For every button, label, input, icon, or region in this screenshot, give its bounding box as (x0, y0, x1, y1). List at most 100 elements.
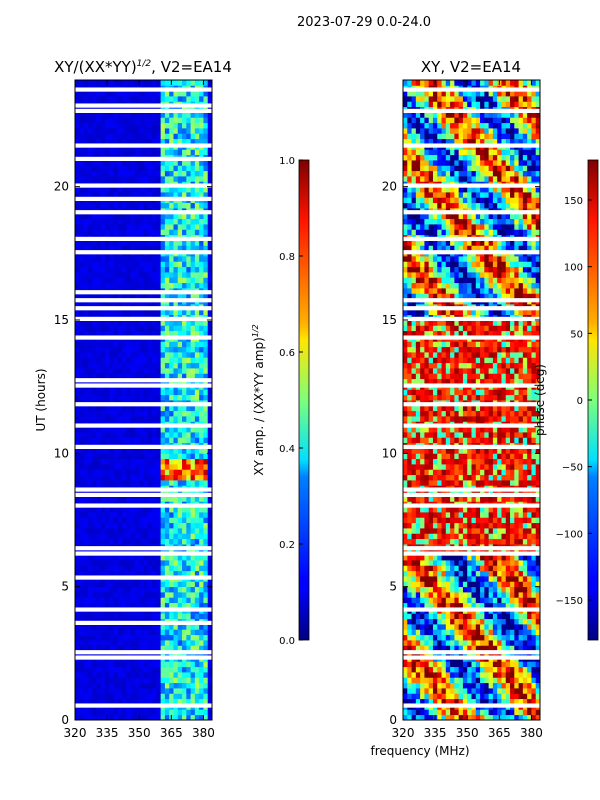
amp-cell (203, 458, 209, 465)
amp-cell (186, 320, 191, 326)
phase-cell (445, 666, 451, 673)
amp-cell (113, 426, 119, 433)
amp-cell (134, 373, 140, 380)
phase-cell (428, 581, 434, 588)
amp-cell (152, 693, 157, 700)
amp-cell (173, 592, 179, 598)
amp-cell (96, 666, 102, 673)
amp-cell (83, 570, 89, 577)
amp-cell (130, 586, 136, 593)
amp-cell (169, 282, 174, 289)
amp-cell (122, 213, 127, 220)
amp-cell (194, 128, 200, 134)
amp-cell (113, 586, 119, 593)
amp-cell (186, 138, 191, 145)
amp-cell (130, 112, 136, 118)
flagged-row (75, 183, 212, 188)
amp-cell (100, 218, 106, 225)
phase-cell (458, 645, 464, 652)
phase-cell (420, 560, 425, 566)
amp-cell (194, 352, 200, 358)
phase-cell (441, 634, 447, 641)
amp-cell (79, 661, 84, 668)
amp-cell (194, 645, 200, 652)
phase-cell (432, 709, 438, 716)
amp-cell (143, 453, 149, 460)
amp-cell (134, 437, 140, 444)
amp-cell (160, 133, 166, 140)
amp-cell (134, 613, 140, 620)
phase-cell (424, 709, 430, 716)
amp-cell (182, 160, 187, 166)
amp-cell (92, 128, 97, 134)
amp-cell (109, 709, 114, 716)
phase-cell (454, 666, 460, 673)
amp-cell (169, 138, 174, 145)
amp-cell (147, 693, 153, 700)
amp-cell (182, 698, 187, 705)
amp-cell (207, 645, 212, 652)
amp-cell (79, 410, 84, 417)
amp-cell (122, 352, 127, 358)
amp-cell (79, 160, 84, 166)
amp-cell (203, 96, 209, 102)
amp-cell (134, 117, 140, 124)
amp-cell (126, 405, 132, 412)
amp-cell (87, 128, 93, 134)
amp-cell (130, 464, 136, 470)
amp-cell (79, 602, 84, 609)
phase-cell (480, 576, 485, 582)
amp-cell (190, 352, 196, 358)
amp-cell (83, 96, 89, 102)
amp-cell (152, 330, 157, 337)
phase-cell (492, 698, 498, 705)
amp-cell (83, 330, 89, 337)
amp-cell (83, 688, 89, 694)
amp-cell (147, 533, 153, 540)
amp-cell (139, 666, 144, 673)
amp-cell (190, 213, 196, 220)
phase-cell (458, 581, 464, 588)
amp-cell (147, 80, 153, 86)
amp-cell (126, 309, 132, 316)
amp-cell (134, 528, 140, 534)
amp-cell (92, 277, 97, 284)
amp-cell (100, 672, 106, 678)
amp-cell (126, 394, 132, 401)
amp-cell (152, 149, 157, 156)
phase-cell (514, 698, 519, 705)
amp-cell (122, 416, 127, 422)
amp-cell (203, 474, 209, 481)
phase-cell (415, 565, 421, 572)
amp-cell (83, 170, 89, 177)
amp-cell (130, 229, 136, 236)
amp-cell (207, 554, 212, 561)
phase-cell (510, 677, 515, 684)
amp-cell (152, 613, 157, 620)
amp-cell (156, 613, 162, 620)
amp-cell (130, 512, 136, 518)
phase-cell (441, 602, 447, 609)
amp-cell (147, 426, 153, 433)
amp-cell (177, 256, 183, 262)
amp-cell (100, 693, 106, 700)
amp-cell (113, 570, 119, 577)
amp-cell (139, 272, 144, 278)
amp-cell (126, 346, 132, 353)
amp-cell (160, 688, 166, 694)
phase-cell (488, 661, 494, 668)
phase-cell (522, 698, 528, 705)
amp-cell (207, 218, 212, 225)
amp-cell (199, 624, 204, 630)
amp-cell (194, 96, 200, 102)
amp-cell (117, 538, 123, 545)
phase-cell (415, 602, 421, 609)
phase-cell (522, 597, 528, 604)
amp-cell (79, 240, 84, 246)
amp-cell (79, 480, 84, 486)
amp-cell (87, 138, 93, 145)
amp-cell (100, 522, 106, 529)
amp-cell (92, 405, 97, 412)
amp-cell (83, 496, 89, 502)
amp-cell (113, 309, 119, 316)
